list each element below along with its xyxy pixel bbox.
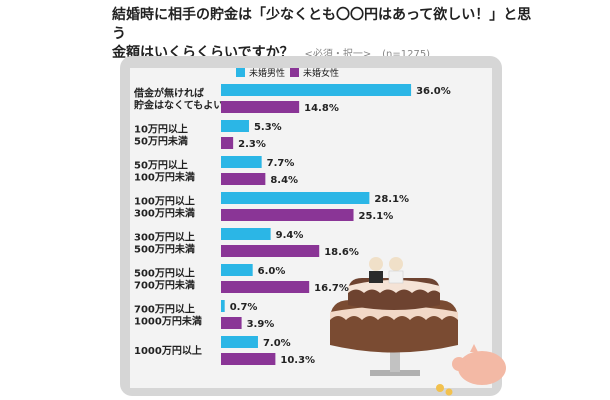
coin-1 (436, 384, 444, 392)
bride-figure-body (388, 270, 404, 284)
category-label-line: 10万円以上 (134, 123, 188, 136)
value-label-male: 0.7% (230, 302, 258, 313)
title-line-1: 結婚時に相手の貯金は「少なくとも〇〇円はあって欲しい！」と思う (112, 7, 532, 42)
value-label-female: 14.8% (304, 103, 339, 114)
category-label-line: 1000万円未満 (134, 315, 202, 328)
category-label: 50万円以上 100万円未満 (134, 159, 195, 184)
value-label-female: 3.9% (247, 319, 275, 330)
piggy-snout (452, 357, 466, 371)
bar-male (221, 156, 262, 168)
value-label-female: 2.3% (238, 139, 266, 150)
cake-stand-base (370, 370, 420, 376)
bar-male (221, 264, 253, 276)
bar-female (221, 137, 234, 149)
category-label: 1000万円以上 (134, 344, 202, 357)
title-sub-note: <必須・択一> (304, 49, 372, 60)
bar-female (221, 353, 276, 365)
value-label-male: 7.7% (267, 158, 295, 169)
legend: 未婚男性 未婚女性 (236, 67, 339, 79)
value-label-female: 16.7% (314, 283, 349, 294)
value-label-male: 7.0% (263, 338, 291, 349)
bar-male (221, 120, 249, 132)
category-label-line: 1000万円以上 (134, 344, 202, 357)
wedding-cake-illustration (330, 257, 458, 376)
bar-female (221, 317, 242, 329)
value-label-male: 5.3% (254, 122, 282, 133)
category-label-line: 100万円以上 (134, 195, 195, 208)
category-label: 300万円以上 500万円未満 (134, 231, 195, 256)
bar-female (221, 245, 320, 257)
category-label: 10万円以上 50万円未満 (134, 123, 188, 148)
bar-male (221, 192, 370, 204)
category-label-line: 700万円未満 (134, 279, 195, 292)
bar-female (221, 209, 354, 221)
bar-female (221, 281, 310, 293)
bars (221, 84, 412, 365)
legend-label-female: 未婚女性 (303, 67, 339, 79)
category-label-line: 300万円以上 (134, 231, 195, 244)
groom-figure-head (369, 257, 383, 271)
bar-male (221, 336, 258, 348)
piggy-body (458, 351, 506, 385)
bar-male (221, 300, 225, 312)
bar-female (221, 101, 300, 113)
coin-2 (445, 388, 453, 396)
category-label-line: 貯金はなくてもよい (134, 99, 223, 112)
value-label-female: 8.4% (270, 175, 298, 186)
legend-swatch-male (236, 68, 245, 77)
piggy-bank-illustration (436, 344, 506, 396)
category-label-line: 100万円未満 (134, 171, 195, 184)
value-labels: 36.0% 14.8% 5.3% 2.3%7.7% 8.4% 28.1% 25.1% 9.4%… (230, 86, 451, 366)
bar-male (221, 84, 412, 96)
cake-stand-pillar (390, 350, 400, 372)
cake-bottom-icing (330, 306, 458, 320)
cake-top-icing (348, 280, 440, 293)
value-label-male: 6.0% (258, 266, 286, 277)
category-label-line: 500万円以上 (134, 267, 195, 280)
value-label-male: 9.4% (276, 230, 304, 241)
category-labels: 借金が無ければ貯金はなくてもよい 10万円以上 50万円未満 50万円以上 100万円未… (133, 87, 223, 358)
category-label-line: 借金が無ければ (133, 87, 204, 100)
category-label: 借金が無ければ貯金はなくてもよい (133, 87, 223, 112)
value-label-female: 25.1% (359, 211, 394, 222)
title-sample-size: (n=1275) (382, 49, 431, 60)
category-label-line: 300万円未満 (134, 207, 195, 220)
category-label-line: 50万円以上 (134, 159, 188, 172)
bar-male (221, 228, 271, 240)
category-label: 500万円以上 700万円未満 (134, 267, 195, 292)
category-label: 100万円以上 300万円未満 (134, 195, 195, 220)
bar-female (221, 173, 266, 185)
category-label-line: 50万円未満 (134, 135, 188, 148)
legend-swatch-female (290, 68, 299, 77)
category-label-line: 500万円未満 (134, 243, 195, 256)
value-label-male: 36.0% (416, 86, 451, 97)
value-label-female: 10.3% (280, 355, 315, 366)
groom-figure-body (369, 271, 383, 283)
category-label: 700万円以上 1000万円未満 (134, 303, 202, 328)
legend-label-male: 未婚男性 (249, 67, 285, 79)
piggy-ear (470, 344, 478, 352)
value-label-male: 28.1% (374, 194, 409, 205)
category-label-line: 700万円以上 (134, 303, 195, 316)
value-label-female: 18.6% (324, 247, 359, 258)
bride-figure-head (389, 257, 403, 271)
